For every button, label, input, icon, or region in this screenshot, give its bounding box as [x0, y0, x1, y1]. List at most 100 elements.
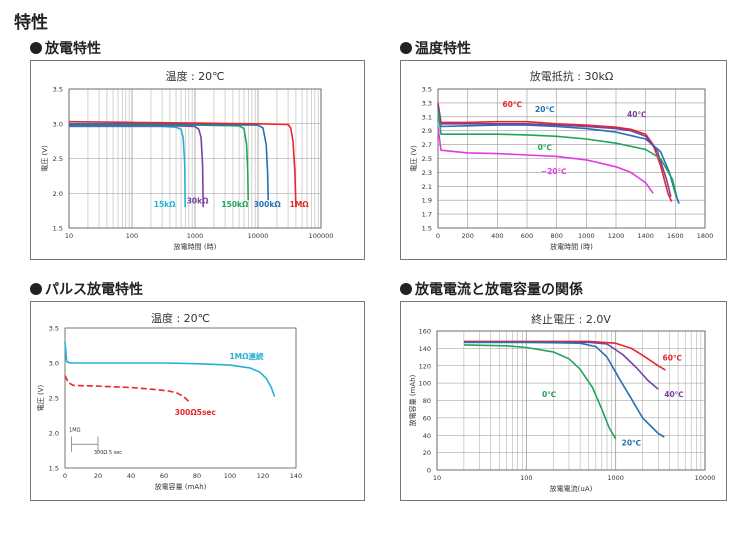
x-tick-label: 1800 [697, 232, 714, 240]
y-tick-label: 1.5 [53, 225, 63, 233]
x-tick-label: 100 [520, 474, 532, 482]
series-label-current_capacity: 20℃ [622, 439, 642, 448]
series-line-temperature [437, 109, 678, 197]
section-title-temperature: 温度特性 [400, 38, 471, 58]
y-tick-label: 2.7 [422, 141, 432, 149]
y-axis-label: 電圧 (V) [410, 145, 418, 172]
x-tick-label: 80 [193, 472, 201, 480]
x-tick-label: 1600 [667, 232, 684, 240]
y-tick-label: 3.0 [49, 360, 59, 368]
chart-frame-temperature [400, 60, 727, 260]
series-label-temperature: 20℃ [535, 105, 555, 114]
x-axis-label: 放電容量 (mAh) [155, 482, 207, 491]
x-axis-label: 放電電流(uA) [550, 484, 593, 493]
y-tick-label: 2.0 [49, 430, 59, 438]
section-title-discharge-text: 放電特性 [45, 41, 101, 57]
y-tick-label: 2.9 [422, 127, 432, 135]
x-tick-label: 100 [224, 472, 236, 480]
x-tick-label: 1000 [607, 474, 624, 482]
section-title-temperature-text: 温度特性 [415, 41, 471, 57]
y-tick-label: 2.0 [53, 190, 63, 198]
x-tick-label: 40 [127, 472, 135, 480]
y-tick-label: 3.1 [422, 113, 432, 121]
series-line-discharge [69, 123, 269, 201]
y-tick-label: 3.5 [49, 325, 59, 333]
x-tick-label: 0 [63, 472, 67, 480]
series-line-discharge [69, 125, 186, 208]
series-label-pulse: 300Ω5sec [175, 408, 216, 417]
section-title-pulse-text: パルス放電特性 [45, 282, 143, 298]
series-label-discharge: 15kΩ [154, 200, 176, 209]
y-axis-label: 電圧 (V) [41, 145, 49, 172]
inset-bottom-label: 300Ω 5 sec [94, 450, 122, 456]
y-tick-label: 2.5 [53, 155, 63, 163]
series-line-discharge [69, 125, 204, 208]
section-title-current-capacity: 放電電流と放電容量の関係 [400, 279, 583, 299]
x-tick-label: 1000 [578, 232, 595, 240]
x-tick-label: 20 [94, 472, 102, 480]
y-tick-label: 2.5 [49, 395, 59, 403]
series-label-current_capacity: 40℃ [664, 390, 684, 399]
y-tick-label: 1.7 [422, 211, 432, 219]
chart-title-pulse: 温度 : 20℃ [151, 311, 210, 325]
x-tick-label: 1200 [608, 232, 625, 240]
section-title-pulse: パルス放電特性 [30, 279, 143, 299]
y-tick-label: 1.5 [422, 225, 432, 233]
inset-schematic [71, 436, 99, 452]
y-tick-label: 3.5 [53, 86, 63, 94]
y-tick-label: 40 [423, 432, 431, 440]
series-line-current_capacity [463, 341, 665, 438]
series-line-temperature [437, 106, 680, 204]
bullet-icon [30, 283, 42, 295]
x-tick-label: 1000 [187, 232, 204, 240]
y-tick-label: 100 [419, 380, 431, 388]
chart-title-temperature: 放電抵抗 : 30kΩ [530, 69, 613, 83]
x-tick-label: 60 [160, 472, 168, 480]
x-axis-label: 放電時間 (時) [550, 242, 593, 251]
y-tick-label: 120 [419, 362, 431, 370]
inset-top-label: 1MΩ [69, 428, 80, 434]
chart-title-current_capacity: 終止電圧 : 2.0V [531, 312, 611, 326]
y-tick-label: 2.1 [422, 183, 432, 191]
series-line-current_capacity [463, 344, 617, 440]
series-line-pulse [64, 375, 190, 403]
x-tick-label: 140 [290, 472, 302, 480]
x-tick-label: 10000 [695, 474, 716, 482]
x-tick-label: 100000 [309, 232, 334, 240]
series-label-current_capacity: 60℃ [662, 354, 682, 363]
series-label-discharge: 30kΩ [187, 197, 209, 206]
series-line-discharge [69, 123, 249, 201]
series-label-discharge: 1MΩ [290, 200, 310, 209]
bullet-icon [30, 42, 42, 54]
plot-border [436, 330, 706, 471]
plot-border [64, 327, 297, 469]
series-line-temperature [437, 127, 654, 194]
x-tick-label: 10000 [248, 232, 269, 240]
y-tick-label: 0 [427, 467, 431, 475]
y-tick-label: 1.5 [49, 465, 59, 473]
y-tick-label: 80 [423, 397, 431, 405]
series-line-current_capacity [463, 340, 666, 371]
series-label-discharge: 300kΩ [254, 200, 282, 209]
y-tick-label: 3.3 [422, 99, 432, 107]
plot-border [68, 88, 322, 229]
chart-frame-current-capacity [400, 301, 727, 501]
series-label-pulse: 1MΩ連続 [229, 351, 264, 361]
section-title-current-capacity-text: 放電電流と放電容量の関係 [415, 282, 583, 298]
x-tick-label: 100 [126, 232, 138, 240]
bullet-icon [400, 283, 412, 295]
series-line-discharge [68, 120, 297, 208]
y-tick-label: 2.5 [422, 155, 432, 163]
series-line-temperature [437, 102, 673, 202]
y-axis-label: 放電容量 (mAh) [408, 374, 417, 426]
y-tick-label: 3.5 [422, 86, 432, 94]
series-label-temperature: −20℃ [541, 167, 567, 176]
x-tick-label: 10 [65, 232, 73, 240]
y-tick-label: 140 [419, 345, 431, 353]
y-tick-label: 20 [423, 449, 431, 457]
x-tick-label: 600 [521, 232, 533, 240]
page-title: 特性 [14, 13, 48, 33]
chart-frame-discharge [30, 60, 365, 260]
x-tick-label: 10 [433, 474, 441, 482]
x-tick-label: 1400 [637, 232, 654, 240]
